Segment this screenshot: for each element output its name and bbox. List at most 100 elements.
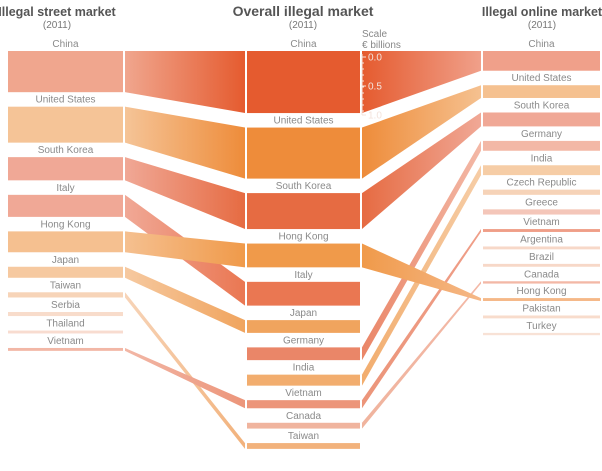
country-labels: China United States South Korea Italy Hong K… xyxy=(35,39,576,442)
street-bar-united-states xyxy=(8,106,123,143)
street-bar-taiwan xyxy=(8,292,123,298)
street-bar-china xyxy=(8,51,123,93)
street-label-italy: Italy xyxy=(56,183,74,194)
street-bar-thailand xyxy=(8,330,123,334)
street-bar-south-korea xyxy=(8,157,123,181)
online-label-united-states: United States xyxy=(511,73,571,84)
overall-label-italy: Italy xyxy=(294,270,312,281)
overall-bar-united-states xyxy=(247,127,360,179)
online-label-south-korea: South Korea xyxy=(514,100,570,111)
online-label-china: China xyxy=(528,39,555,50)
street-market-year: (2011) xyxy=(43,20,71,31)
link-street-united-states xyxy=(125,106,245,179)
overall-bar-india xyxy=(247,374,360,386)
overall-label-hong-kong: Hong Kong xyxy=(278,232,328,243)
online-bar-germany xyxy=(483,140,600,151)
overall-bar-china xyxy=(247,51,360,114)
scale-tick-label: 1.0 xyxy=(368,111,382,122)
street-bar-japan xyxy=(8,266,123,278)
street-label-japan: Japan xyxy=(52,255,79,266)
online-label-brazil: Brazil xyxy=(529,252,554,263)
online-label-argentina: Argentina xyxy=(520,234,563,245)
street-label-south-korea: South Korea xyxy=(38,145,94,156)
overall-bar-canada xyxy=(247,422,360,429)
overall-label-china: China xyxy=(290,39,317,50)
online-label-hong-kong: Hong Kong xyxy=(516,286,566,297)
link-online-china xyxy=(362,51,481,114)
scale-unit: € billions xyxy=(362,40,401,51)
overall-label-taiwan: Taiwan xyxy=(288,431,319,442)
online-bar-united-states xyxy=(483,85,600,98)
street-bar-italy xyxy=(8,194,123,217)
overall-bar-hong-kong xyxy=(247,243,360,268)
link-online-hong-kong xyxy=(362,243,481,301)
online-market-title: Illegal online market xyxy=(482,5,602,19)
link-online-united-states xyxy=(362,85,481,179)
online-label-turkey: Turkey xyxy=(526,321,556,332)
overall-label-japan: Japan xyxy=(290,308,317,319)
online-bar-vietnam xyxy=(483,229,600,232)
online-bar-brazil xyxy=(483,263,600,267)
flow-links xyxy=(125,51,481,449)
street-label-hong-kong: Hong Kong xyxy=(40,219,90,230)
online-bar-hong-kong xyxy=(483,298,600,301)
link-online-south-korea xyxy=(362,112,481,230)
overall-bar-south-korea xyxy=(247,193,360,230)
overall-bar-germany xyxy=(247,347,360,361)
overall-bar-japan xyxy=(247,320,360,333)
online-bar-south-korea xyxy=(483,112,600,127)
online-label-canada: Canada xyxy=(524,269,559,280)
street-bar-hong-kong xyxy=(8,231,123,253)
street-label-serbia: Serbia xyxy=(51,300,80,311)
street-label-vietnam: Vietnam xyxy=(47,336,84,347)
overall-bar-vietnam xyxy=(247,400,360,409)
online-label-czech-republic: Czech Republic xyxy=(506,178,576,189)
overall-label-canada: Canada xyxy=(286,411,321,422)
overall-market-title: Overall illegal market xyxy=(233,3,374,19)
online-bar-turkey xyxy=(483,332,600,336)
link-street-hong-kong xyxy=(125,231,245,268)
overall-market-year: (2011) xyxy=(289,20,317,31)
online-bar-greece xyxy=(483,209,600,215)
link-street-taiwan xyxy=(125,292,245,449)
link-street-south-korea xyxy=(125,157,245,230)
scale-tick-label: 0.0 xyxy=(368,53,382,64)
overall-label-india: India xyxy=(293,363,315,374)
link-street-vietnam xyxy=(125,347,245,409)
online-bar-india xyxy=(483,165,600,176)
overall-label-united-states: United States xyxy=(273,116,333,127)
street-bar-vietnam xyxy=(8,347,123,351)
street-label-taiwan: Taiwan xyxy=(50,280,81,291)
online-bar-czech-republic xyxy=(483,189,600,195)
street-label-thailand: Thailand xyxy=(46,319,84,330)
online-label-india: India xyxy=(531,153,553,164)
link-online-vietnam xyxy=(362,229,481,409)
link-online-germany xyxy=(362,140,481,361)
online-label-greece: Greece xyxy=(525,197,558,208)
street-label-china: China xyxy=(52,39,79,50)
overall-bar-italy xyxy=(247,281,360,306)
online-label-germany: Germany xyxy=(521,129,562,140)
online-bar-argentina xyxy=(483,246,600,250)
scale-axis: 0.0 0.5 1.0 xyxy=(361,53,382,122)
scale-legend: Scale € billions 0.0 0.5 1.0 xyxy=(361,29,401,122)
country-bars xyxy=(8,51,600,449)
overall-label-vietnam: Vietnam xyxy=(285,388,322,399)
online-label-pakistan: Pakistan xyxy=(522,303,560,314)
street-bar-serbia xyxy=(8,312,123,317)
link-street-china xyxy=(125,51,245,114)
link-street-japan xyxy=(125,266,245,333)
link-online-canada xyxy=(362,281,481,429)
street-market-title: Illegal street market xyxy=(0,5,117,19)
online-bar-canada xyxy=(483,281,600,284)
online-label-vietnam: Vietnam xyxy=(523,217,560,228)
online-market-year: (2011) xyxy=(528,20,556,31)
scale-label: Scale xyxy=(362,29,387,40)
overall-bar-taiwan xyxy=(247,443,360,449)
street-label-united-states: United States xyxy=(35,95,95,106)
online-bar-pakistan xyxy=(483,315,600,319)
overall-label-south-korea: South Korea xyxy=(276,181,332,192)
overall-label-germany: Germany xyxy=(283,335,324,346)
online-bar-china xyxy=(483,51,600,71)
